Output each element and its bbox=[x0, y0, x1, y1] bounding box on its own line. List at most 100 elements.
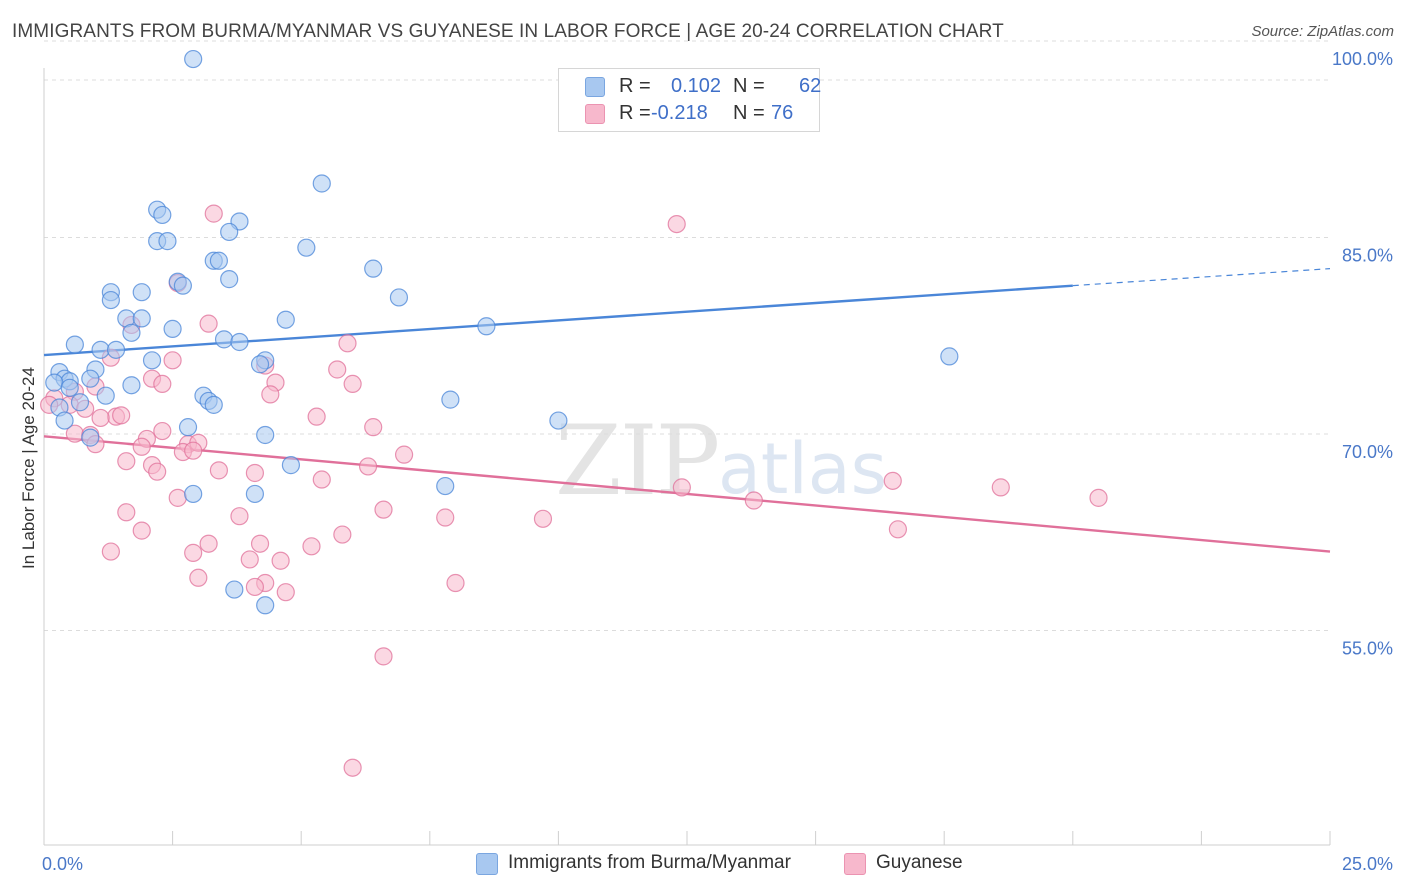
source-credit: Source: ZipAtlas.com bbox=[1251, 23, 1394, 40]
point-guyanese bbox=[204, 204, 223, 223]
point-burma bbox=[132, 309, 151, 328]
point-burma bbox=[178, 418, 198, 437]
point-burma bbox=[91, 340, 110, 359]
point-guyanese bbox=[338, 334, 357, 353]
legend-n-value-guyanese: 76 bbox=[771, 102, 794, 124]
legend-r-label: R = bbox=[619, 102, 651, 124]
chart-title: IMMIGRANTS FROM BURMA/MYANMAR VS GUYANES… bbox=[12, 21, 1004, 42]
point-guyanese bbox=[209, 461, 228, 480]
x-tick-label: 25.0% bbox=[1342, 854, 1393, 874]
point-guyanese bbox=[446, 573, 465, 593]
point-guyanese bbox=[358, 457, 378, 476]
y-tick-label: 55.0% bbox=[1342, 639, 1393, 659]
point-guyanese bbox=[307, 407, 326, 426]
point-guyanese bbox=[261, 385, 280, 404]
point-burma bbox=[209, 251, 228, 270]
point-burma bbox=[173, 276, 192, 295]
point-burma bbox=[364, 259, 383, 278]
point-burma bbox=[276, 310, 295, 329]
point-burma bbox=[281, 456, 301, 475]
point-guyanese bbox=[245, 463, 265, 483]
point-guyanese bbox=[250, 534, 270, 553]
point-burma bbox=[477, 317, 496, 336]
point-burma bbox=[230, 332, 249, 352]
point-burma bbox=[312, 174, 331, 193]
correlation-legend: R = 0.102 N = 62 R = -0.218 N = 76 bbox=[558, 68, 822, 132]
point-guyanese bbox=[888, 520, 908, 539]
point-burma bbox=[158, 232, 177, 251]
point-guyanese bbox=[364, 418, 383, 437]
point-burma bbox=[184, 484, 203, 504]
data-points bbox=[40, 49, 1108, 777]
point-guyanese bbox=[271, 551, 290, 570]
legend-n-value-burma: 62 bbox=[799, 75, 822, 97]
point-burma bbox=[153, 205, 172, 225]
watermark-zip: ZIP bbox=[555, 405, 720, 517]
point-burma bbox=[81, 369, 100, 388]
point-burma bbox=[225, 580, 244, 599]
point-guyanese bbox=[374, 647, 393, 666]
point-guyanese bbox=[168, 488, 187, 507]
point-burma bbox=[256, 596, 275, 615]
point-guyanese bbox=[117, 452, 136, 471]
bottom-legend-label-burma: Immigrants from Burma/Myanmar bbox=[508, 852, 791, 873]
point-guyanese bbox=[189, 568, 208, 587]
point-guyanese bbox=[117, 503, 136, 522]
point-guyanese bbox=[276, 583, 295, 602]
point-guyanese bbox=[343, 758, 362, 777]
point-burma bbox=[60, 378, 79, 397]
point-guyanese bbox=[883, 471, 902, 490]
legend-r-value-guyanese: -0.218 bbox=[651, 102, 708, 124]
point-burma bbox=[96, 386, 115, 405]
point-guyanese bbox=[533, 509, 553, 528]
legend-swatch-guyanese bbox=[585, 104, 605, 124]
point-burma bbox=[65, 335, 84, 354]
y-tick-label: 70.0% bbox=[1342, 442, 1393, 462]
point-burma bbox=[549, 411, 568, 430]
point-guyanese bbox=[312, 470, 331, 489]
x-tick-label: 0.0% bbox=[42, 854, 83, 874]
point-burma bbox=[245, 484, 265, 504]
point-burma bbox=[220, 222, 239, 242]
point-burma bbox=[220, 270, 239, 289]
point-burma bbox=[122, 376, 141, 395]
legend-row-guyanese: R = -0.218 N = 76 bbox=[559, 102, 819, 126]
point-guyanese bbox=[148, 462, 167, 481]
point-guyanese bbox=[343, 374, 362, 394]
point-burma bbox=[940, 347, 959, 366]
point-guyanese bbox=[184, 543, 203, 562]
point-guyanese bbox=[184, 441, 203, 460]
legend-row-burma: R = 0.102 N = 62 bbox=[559, 75, 822, 99]
y-axis-label: In Labor Force | Age 20-24 bbox=[19, 367, 38, 569]
point-burma bbox=[163, 319, 182, 338]
y-tick-label: 100.0% bbox=[1332, 49, 1393, 69]
legend-r-label: R = bbox=[619, 75, 651, 97]
point-guyanese bbox=[91, 408, 110, 428]
point-guyanese bbox=[132, 521, 151, 540]
bottom-legend-swatch-burma bbox=[476, 853, 498, 875]
point-burma bbox=[142, 351, 162, 370]
legend-swatch-burma bbox=[585, 77, 605, 97]
point-guyanese bbox=[230, 507, 249, 526]
point-guyanese bbox=[394, 445, 414, 464]
point-burma bbox=[55, 411, 74, 430]
point-burma bbox=[214, 330, 234, 349]
tick-labels: 100.0% 85.0% 70.0% 55.0% 0.0% 25.0% bbox=[42, 49, 1393, 874]
point-guyanese bbox=[302, 537, 321, 556]
point-guyanese bbox=[163, 351, 182, 370]
point-guyanese bbox=[667, 214, 686, 234]
axes bbox=[43, 68, 1331, 846]
point-burma bbox=[297, 238, 316, 257]
point-guyanese bbox=[333, 525, 352, 544]
point-burma bbox=[441, 390, 460, 409]
point-guyanese bbox=[101, 542, 120, 561]
point-guyanese bbox=[240, 550, 259, 569]
point-guyanese bbox=[199, 314, 218, 333]
point-burma bbox=[184, 49, 203, 69]
point-burma bbox=[250, 355, 270, 374]
point-guyanese bbox=[112, 406, 131, 425]
point-guyanese bbox=[245, 577, 265, 597]
bottom-legend-swatch-guyanese bbox=[844, 853, 866, 875]
point-burma bbox=[101, 290, 120, 310]
point-burma bbox=[106, 340, 126, 359]
